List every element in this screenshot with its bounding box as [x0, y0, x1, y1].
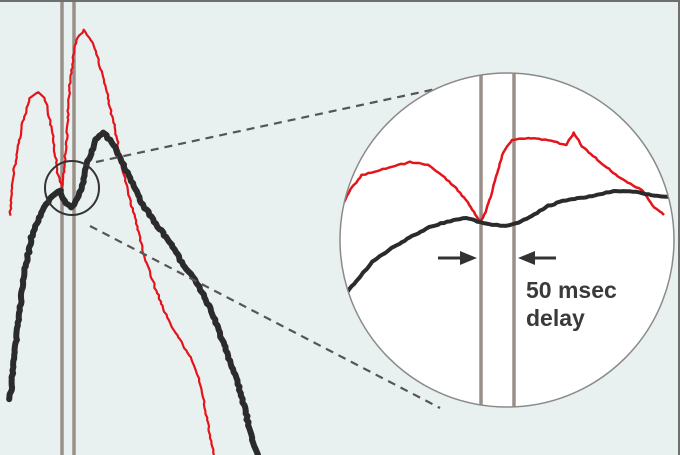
delay-annotation: 50 msec delay: [526, 276, 617, 332]
inset-red-trace-line: [340, 131, 665, 224]
black-trace-line: [6, 129, 261, 455]
zoom-connector-line: [95, 76, 488, 164]
zoom-circle: [44, 160, 100, 216]
delay-annotation-word: delay: [526, 305, 585, 331]
inset-black-trace-line: [340, 189, 674, 302]
delay-arrow-left: [438, 251, 477, 265]
zoom-connector-line: [89, 225, 441, 409]
delay-annotation-value: 50 msec: [526, 277, 617, 303]
red-trace-line: [8, 28, 216, 455]
magnified-inset: [339, 72, 675, 408]
main-plot: [6, 0, 261, 455]
delay-arrow-right: [518, 251, 556, 265]
